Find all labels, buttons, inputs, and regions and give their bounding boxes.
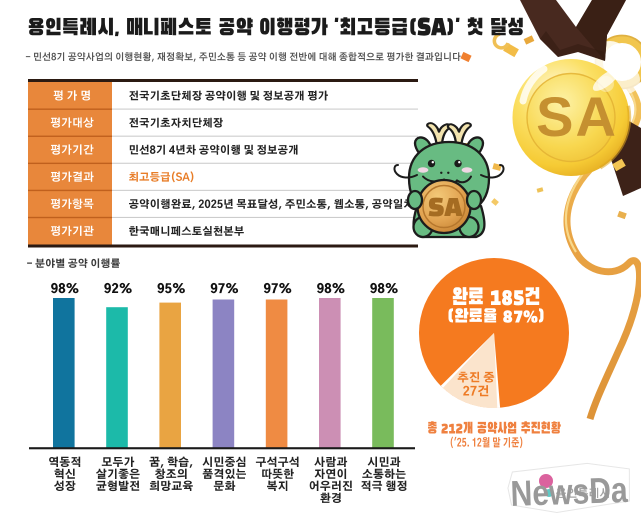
svg-text:SA: SA <box>536 85 618 148</box>
svg-text:NewsDa: NewsDa <box>510 469 629 514</box>
